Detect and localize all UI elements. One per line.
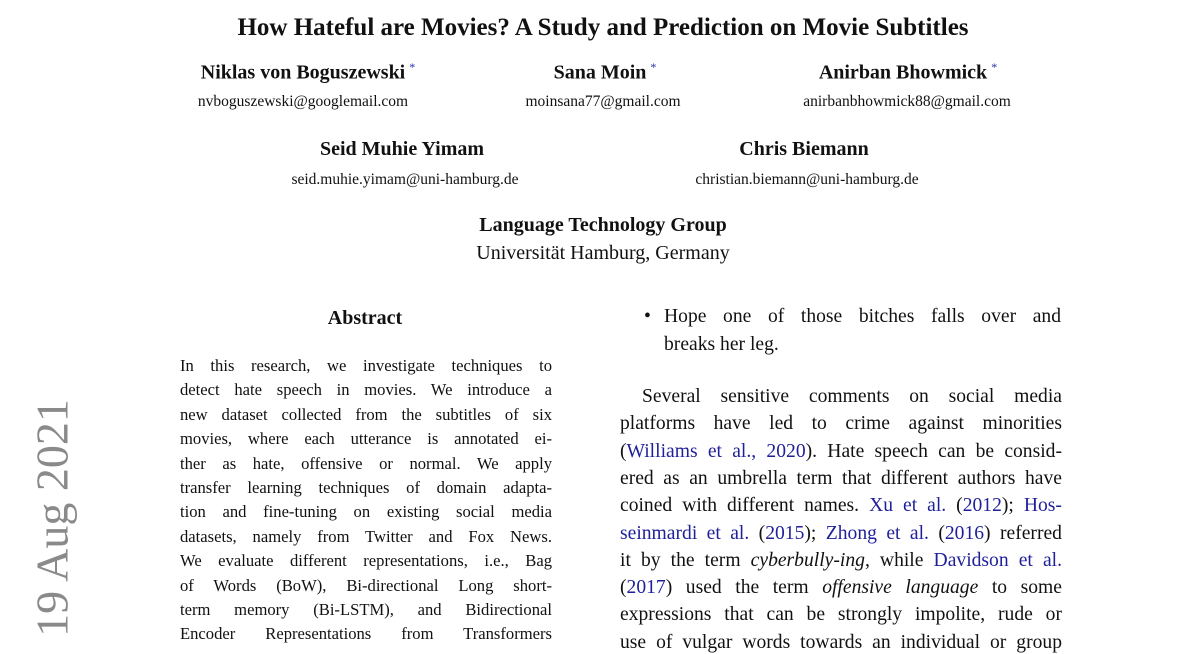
paragraph-line: Several sensitive comments on social med… [642, 386, 1062, 408]
citation-link[interactable]: 2016 [944, 522, 985, 544]
citation-link[interactable]: Williams et al., 2020 [626, 440, 806, 462]
bullet-text-line: Hope one of those bitches falls over and [664, 306, 1061, 327]
text-segment: coined with different names. [620, 495, 870, 517]
abstract-line: of Words (BoW), Bi-directional Long shor… [180, 575, 552, 595]
abstract-heading: Abstract [327, 307, 403, 329]
text-segment: ered as an umbrella term that different … [620, 467, 1062, 489]
paragraph-line: coined with different names. Xu et al. (… [620, 495, 1062, 517]
author-name: Niklas von Boguszewski * [200, 60, 416, 84]
text-segment: ( [928, 522, 945, 544]
text-segment: ); [1001, 495, 1024, 517]
text-segment: ) used the term [665, 577, 823, 599]
citation-link[interactable]: Zhong et al. [825, 522, 929, 544]
text-segment: it by the term [620, 549, 751, 571]
author-email: moinsana77@gmail.com [525, 93, 681, 110]
text-segment: ) referred [984, 522, 1062, 544]
paragraph-line: seinmardi et al. (2015); Zhong et al. (2… [620, 523, 1062, 545]
affiliation-group: Language Technology Group [479, 214, 727, 236]
emphasized-term: cyberbully-ing [750, 549, 865, 571]
citation-link[interactable]: Davidson et al. [933, 549, 1062, 571]
citation-link[interactable]: 2017 [626, 577, 666, 599]
paragraph-line: use of vulgar words towards an individua… [620, 632, 1062, 654]
text-segment: expressions that can be strongly impolit… [620, 604, 1062, 626]
abstract-line: We evaluate different representations, i… [180, 551, 552, 571]
author-name: Seid Muhie Yimam [319, 138, 485, 160]
author-email: christian.biemann@uni-hamburg.de [695, 171, 919, 188]
citation-link[interactable]: Hos- [1023, 495, 1062, 517]
citation-link[interactable]: Xu et al. [869, 495, 947, 517]
author-name: Chris Biemann [739, 138, 869, 160]
abstract-line: movies, where each utterance is annotate… [180, 429, 552, 449]
citation-link[interactable]: 2012 [962, 495, 1002, 517]
abstract-line: term memory (Bi-LSTM), and Bidirectional [180, 600, 552, 619]
abstract-line: detect hate speech in movies. We introdu… [180, 380, 552, 400]
paragraph-line: expressions that can be strongly impolit… [620, 604, 1062, 626]
arxiv-date-stamp: 19 Aug 2021 [26, 399, 78, 637]
abstract-line: Encoder Representations from Transformer… [180, 624, 552, 644]
text-segment: ); [804, 522, 826, 544]
author-footnote-mark[interactable]: * [409, 60, 416, 74]
author-email: seid.muhie.yimam@uni-hamburg.de [291, 171, 519, 188]
text-segment: ( [749, 522, 766, 544]
author-name: Anirban Bhowmick * [818, 60, 998, 84]
abstract-line: ther as hate, offensive or normal. We ap… [180, 453, 552, 473]
paragraph-line: (Williams et al., 2020). Hate speech can… [620, 441, 1062, 463]
paper-title: How Hateful are Movies? A Study and Pred… [237, 14, 969, 41]
paragraph-line: (2017) used the term offensive language … [620, 577, 1062, 599]
abstract-line: transfer learning techniques of domain a… [180, 478, 552, 497]
abstract-line: datasets, namely from Twitter and Fox Ne… [180, 526, 552, 546]
abstract-line: tion and fine-tuning on existing social … [180, 502, 552, 522]
abstract-line: In this research, we investigate techniq… [180, 356, 552, 375]
affiliation-institution: Universität Hamburg, Germany [476, 242, 730, 264]
bullet-text-line: breaks her leg. [664, 334, 779, 355]
abstract-line: new dataset collected from the subtitles… [180, 404, 552, 424]
emphasized-term: offensive language [822, 577, 979, 599]
author-email: nvboguszewski@googlemail.com [197, 93, 409, 110]
text-segment: to some [978, 577, 1062, 599]
text-segment: Several sensitive comments on social med… [642, 386, 1062, 407]
author-footnote-mark[interactable]: * [991, 60, 998, 74]
text-segment: ). Hate speech can be consid- [805, 440, 1062, 462]
text-segment: , while [864, 549, 934, 571]
paragraph-line: it by the term cyberbully-ing, while Dav… [620, 550, 1062, 572]
citation-link[interactable]: seinmardi et al. [620, 522, 750, 544]
bullet-icon: • [644, 306, 651, 327]
author-footnote-mark[interactable]: * [650, 60, 657, 74]
text-segment: ( [620, 577, 627, 599]
paragraph-line: ered as an umbrella term that different … [620, 468, 1062, 490]
citation-link[interactable]: 2015 [765, 522, 805, 544]
text-segment: platforms have led to crime against mino… [620, 413, 1062, 435]
paragraph-line: platforms have led to crime against mino… [620, 413, 1062, 435]
text-segment: ( [946, 495, 963, 517]
text-segment: ( [620, 440, 627, 462]
text-segment: use of vulgar words towards an individua… [620, 631, 1062, 653]
author-name: Sana Moin * [553, 60, 657, 84]
author-email: anirbanbhowmick88@gmail.com [803, 93, 1011, 110]
